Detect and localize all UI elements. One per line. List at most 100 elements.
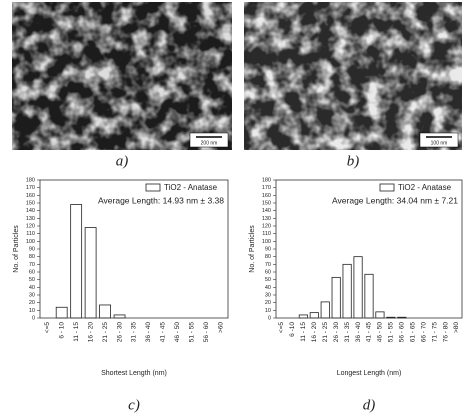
x-tick-label: 21 - 25: [322, 322, 329, 343]
bar: [70, 204, 83, 319]
x-tick-label: 16 - 20: [311, 322, 318, 343]
x-tick-label: 66 - 70: [420, 322, 427, 343]
y-tick-label: 130: [26, 216, 35, 222]
x-tick-label: 36 - 40: [145, 322, 152, 343]
y-tick-label: 90: [265, 246, 271, 252]
x-tick-label: 46 - 50: [174, 322, 181, 343]
y-tick-label: 170: [262, 185, 271, 191]
y-tick-label: 90: [29, 246, 35, 252]
bar: [342, 263, 352, 319]
y-tick-label: 50: [265, 277, 271, 283]
bar: [99, 304, 111, 319]
annotation: Average Length: 34.04 nm ± 7.21: [332, 195, 458, 205]
x-tick-label: 41 - 45: [160, 322, 167, 343]
x-axis-label: Shortest Length (nm): [101, 370, 167, 377]
x-tick-label: 56 - 60: [399, 322, 406, 343]
y-tick-label: 120: [262, 223, 271, 229]
x-tick-label: 76 - 80: [442, 322, 449, 343]
y-tick-label: 70: [265, 262, 271, 268]
x-tick-label: 26 - 30: [116, 322, 123, 343]
bar: [331, 276, 341, 319]
y-tick-label: 70: [29, 262, 35, 268]
annotation: Average Length: 14.93 nm ± 3.38: [98, 195, 224, 205]
y-tick-label: 80: [265, 254, 271, 260]
y-tick-label: 150: [26, 200, 35, 206]
y-tick-label: 10: [29, 308, 35, 314]
y-tick-label: 10: [265, 308, 271, 314]
y-tick-label: 150: [262, 200, 271, 206]
bar: [375, 311, 385, 319]
bar: [113, 314, 126, 319]
y-tick-label: 60: [29, 269, 35, 275]
y-tick-label: 60: [265, 269, 271, 275]
x-tick-label: 31 - 35: [344, 322, 351, 343]
y-tick-label: 140: [26, 208, 35, 214]
x-tick-label: 6 - 10: [58, 322, 65, 339]
x-tick-label: 71 - 75: [431, 322, 438, 343]
plot-frame: [39, 179, 229, 319]
x-tick-label: 51 - 55: [189, 322, 196, 343]
x-tick-label: 16 - 20: [87, 322, 94, 343]
y-tick-label: 110: [26, 231, 35, 237]
scale-bar-label: 100 nm: [431, 140, 448, 146]
y-tick-label: 100: [262, 239, 271, 245]
y-tick-label: 40: [29, 285, 35, 291]
y-tick-label: 30: [29, 292, 35, 298]
x-tick-label: <=5: [278, 322, 285, 334]
bar: [320, 301, 330, 319]
y-tick-label: 130: [262, 216, 271, 222]
y-tick-label: 0: [268, 315, 271, 321]
x-tick-label: 11 - 15: [73, 322, 80, 342]
x-tick-label: 31 - 35: [131, 322, 138, 343]
caption: c): [128, 397, 140, 413]
x-tick-label: >60: [217, 322, 224, 333]
sem-image-b: 100 nm: [244, 2, 462, 150]
scale-bar-label: 200 nm: [201, 140, 218, 146]
y-tick-label: 160: [262, 193, 271, 199]
legend-swatch: [145, 183, 161, 192]
y-tick-label: 140: [262, 208, 271, 214]
y-tick-label: 40: [265, 285, 271, 291]
caption: d): [363, 397, 376, 413]
bar: [55, 306, 68, 319]
y-tick-label: 160: [26, 193, 35, 199]
x-tick-label: 21 - 25: [102, 322, 109, 343]
bar: [84, 227, 97, 319]
x-tick-label: 56 - 60: [203, 322, 210, 343]
bar: [309, 312, 319, 319]
y-tick-label: 170: [26, 185, 35, 191]
sem-image-a: 200 nm: [12, 2, 232, 150]
bar: [364, 273, 374, 319]
y-tick-label: 120: [26, 223, 35, 229]
x-tick-label: 36 - 40: [355, 322, 362, 343]
y-tick-label: 30: [265, 292, 271, 298]
y-tick-label: 0: [32, 315, 35, 321]
x-tick-label: 26 - 30: [333, 322, 340, 343]
y-tick-label: 100: [26, 239, 35, 245]
y-tick-label: 80: [29, 254, 35, 260]
y-tick-label: 110: [262, 231, 271, 237]
x-tick-label: <=5: [44, 322, 51, 334]
bar: [353, 256, 363, 319]
legend-label: TiO2 - Anatase: [398, 183, 452, 192]
x-tick-label: 61 - 65: [409, 322, 416, 343]
legend-swatch: [379, 183, 395, 192]
y-tick-label: 20: [265, 300, 271, 306]
x-tick-label: 46 - 50: [377, 322, 384, 343]
y-axis-label: No. of Particles: [13, 225, 20, 273]
plot-frame: [275, 179, 463, 319]
y-tick-label: 20: [29, 300, 35, 306]
x-tick-label: 51 - 55: [388, 322, 395, 343]
y-tick-label: 180: [26, 177, 35, 183]
x-tick-label: >80: [453, 322, 460, 333]
y-tick-label: 180: [262, 177, 271, 183]
caption: a): [116, 153, 129, 169]
caption: b): [347, 153, 360, 169]
legend-label: TiO2 - Anatase: [164, 183, 218, 192]
x-tick-label: 11 - 15: [300, 322, 307, 342]
x-tick-label: 41 - 45: [366, 322, 373, 343]
y-axis-label: No. of Particles: [249, 225, 256, 273]
x-tick-label: 6 -10: [289, 322, 296, 337]
y-tick-label: 50: [29, 277, 35, 283]
